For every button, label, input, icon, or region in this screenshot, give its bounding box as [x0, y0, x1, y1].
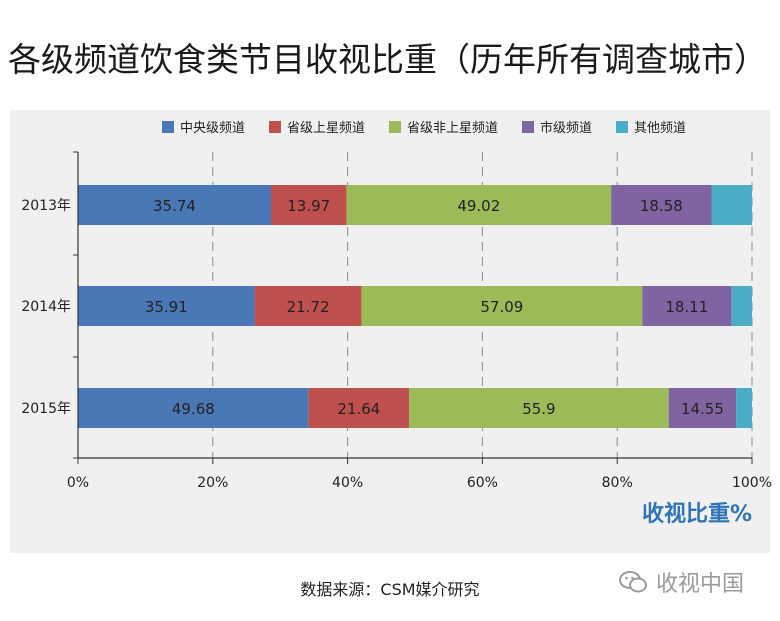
legend: 中央级频道 省级上星频道 省级非上星频道 市级频道 其他频道 [162, 120, 686, 136]
y-tick-label-2: 2015年 [21, 401, 71, 417]
bar-0-0 [78, 185, 272, 225]
chart-title: 各级频道饮食类节目收视比重（历年所有调查城市） [8, 40, 767, 79]
x-tick-label-5: 100% [732, 475, 772, 491]
x-axis-title: 收视比重% [642, 501, 752, 527]
bar-0-1 [271, 185, 347, 225]
bar-0-4 [711, 185, 752, 225]
legend-swatch-0 [162, 121, 174, 133]
watermark: 收视中国 [618, 566, 744, 598]
bar-label-2-0: 49.68 [172, 400, 215, 418]
legend-swatch-1 [269, 121, 281, 133]
legend-label-1: 省级上星频道 [287, 121, 365, 136]
bar-1-1 [254, 286, 362, 326]
bar-2-0 [78, 388, 309, 428]
x-tick-label-0: 0% [67, 475, 89, 491]
wechat-icon [619, 571, 647, 593]
y-axis: 2013年 2014年 2015年 [21, 151, 79, 459]
bar-label-1-0: 35.91 [145, 298, 188, 316]
bar-label-2-1: 21.64 [337, 400, 380, 418]
legend-swatch-2 [389, 121, 401, 133]
bar-label-2-2: 55.9 [522, 400, 555, 418]
bar-1-4 [731, 286, 752, 326]
chart-panel [10, 110, 770, 553]
legend-label-0: 中央级频道 [180, 121, 245, 136]
bar-0-3 [611, 185, 712, 225]
bar-1-3 [642, 286, 732, 326]
legend-label-4: 其他频道 [634, 121, 686, 136]
legend-swatch-4 [616, 121, 628, 133]
x-tick-label-2: 40% [332, 475, 363, 491]
watermark-text: 收视中国 [656, 572, 745, 597]
x-axis: 0% 20% 40% 60% 80% 100% [67, 457, 772, 491]
bar-label-0-1: 13.97 [287, 197, 330, 215]
bar-2-2 [409, 388, 669, 428]
source-note: 数据来源：CSM媒介研究 [300, 580, 480, 599]
bar-0-2 [346, 185, 612, 225]
bar-label-0-2: 49.02 [457, 197, 500, 215]
legend-label-2: 省级非上星频道 [407, 121, 498, 136]
y-tick-label-1: 2014年 [21, 299, 71, 315]
bar-2-4 [736, 388, 752, 428]
bar-label-2-3: 14.55 [681, 400, 724, 418]
bar-1-0 [78, 286, 255, 326]
bar-label-1-1: 21.72 [287, 298, 330, 316]
legend-swatch-3 [522, 121, 534, 133]
bar-label-1-3: 18.11 [665, 298, 708, 316]
bar-label-0-0: 35.74 [153, 197, 196, 215]
x-tick-label-3: 60% [467, 475, 498, 491]
bar-2-3 [668, 388, 737, 428]
x-tick-label-1: 20% [197, 475, 228, 491]
bar-1-2 [361, 286, 643, 326]
x-tick-label-4: 80% [602, 475, 633, 491]
bar-label-0-3: 18.58 [640, 197, 683, 215]
legend-label-3: 市级频道 [540, 120, 592, 136]
bar-2-1 [308, 388, 410, 428]
y-tick-label-0: 2013年 [21, 198, 71, 214]
bars: 35.74 13.97 49.02 18.58 35.91 21.72 57.09 18.11… [78, 185, 752, 428]
bar-label-1-2: 57.09 [480, 298, 523, 316]
